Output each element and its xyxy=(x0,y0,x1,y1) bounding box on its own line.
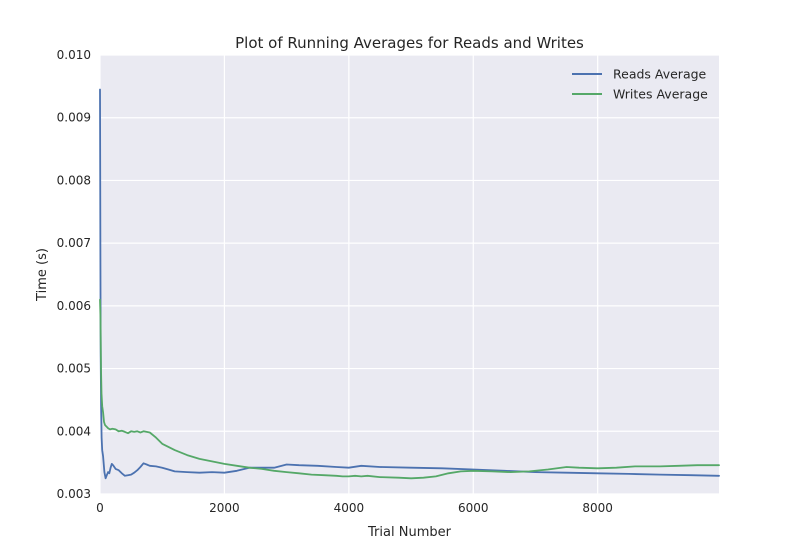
tick-labels: 0 2000 4000 6000 8000 0.003 0.004 0.005 0.006 0.0… xyxy=(57,48,613,515)
chart-title: Plot of Running Averages for Reads and W… xyxy=(235,34,584,52)
y-tick-label: 0.004 xyxy=(57,424,91,438)
series-lines xyxy=(99,88,720,480)
y-axis-label: Time (s) xyxy=(35,248,50,302)
x-tick-label: 0 xyxy=(96,501,104,515)
series-line-writes xyxy=(99,298,720,480)
y-tick-label: 0.006 xyxy=(57,299,91,313)
legend-label: Reads Average xyxy=(613,67,707,82)
x-tick-label: 4000 xyxy=(334,501,365,515)
legend-label: Writes Average xyxy=(613,87,708,102)
plot-area xyxy=(100,55,719,494)
y-tick-label: 0.003 xyxy=(57,487,91,501)
x-tick-label: 6000 xyxy=(458,501,489,515)
y-tick-label: 0.009 xyxy=(57,111,91,125)
y-tick-label: 0.007 xyxy=(57,236,91,250)
series-line-reads xyxy=(99,88,720,480)
x-tick-label: 2000 xyxy=(209,501,240,515)
legend: Reads Average Writes Average xyxy=(572,67,708,102)
grid-lines xyxy=(99,54,719,495)
x-axis-label: Trial Number xyxy=(367,525,452,540)
x-tick-label: 8000 xyxy=(582,501,613,515)
y-tick-label: 0.010 xyxy=(57,48,91,62)
y-tick-label: 0.008 xyxy=(57,173,91,187)
y-tick-label: 0.005 xyxy=(57,362,91,376)
